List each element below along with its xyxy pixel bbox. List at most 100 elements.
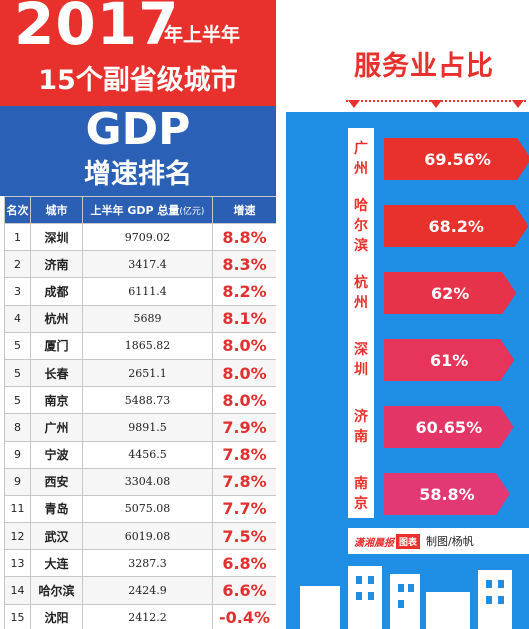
rank-cell: 1 <box>4 222 31 252</box>
rank-cell: 5 <box>4 358 31 388</box>
gdp-cell: 2412.2 <box>82 603 213 629</box>
table-row: 1 深圳 9709.02 8.8% <box>4 222 276 252</box>
city-cell: 沈阳 <box>30 603 83 629</box>
window <box>398 584 404 592</box>
gdp-cell: 5488.73 <box>82 386 213 415</box>
gdp-cell: 4456.5 <box>82 440 213 469</box>
rank-cell: 5 <box>4 331 31 360</box>
rank-cell: 13 <box>4 549 31 578</box>
triangle-marker <box>512 100 524 108</box>
rate-cell: 8.0% <box>212 331 276 360</box>
bar-city-label: 南京 <box>354 476 368 512</box>
table-row: 11 青岛 5075.08 7.7% <box>4 494 276 524</box>
city-cell: 大连 <box>30 549 83 578</box>
city-cell: 南京 <box>30 386 83 415</box>
city-cell: 济南 <box>30 250 83 279</box>
gdp-cell: 1865.82 <box>82 331 213 360</box>
credit: 制图/杨帆 <box>426 535 474 548</box>
bar: 68.2% <box>384 205 529 247</box>
bar: 62% <box>384 272 517 314</box>
rate-cell: 6.8% <box>212 549 276 578</box>
table-row: 9 宁波 4456.5 7.8% <box>4 440 276 469</box>
bar: 58.8% <box>384 473 510 515</box>
window <box>408 584 414 592</box>
table-body: 1 深圳 9709.02 8.8% 2 济南 3417.4 8.3% 3 成都 6111.4 8.2%… <box>4 222 276 629</box>
rank-cell: 15 <box>4 603 31 629</box>
window <box>368 592 374 600</box>
bar-label: 62% <box>430 283 470 303</box>
window <box>486 580 492 588</box>
rank-cell: 12 <box>4 522 31 551</box>
gdp-cell: 3287.3 <box>82 549 213 578</box>
rate-cell: 8.1% <box>212 304 276 333</box>
bar: 60.65% <box>384 406 514 448</box>
rank-cell: 9 <box>4 440 31 469</box>
header-gdp: 上半年 GDP 总量(亿元) <box>82 196 213 224</box>
rank-cell: 3 <box>4 277 31 306</box>
building <box>478 570 512 629</box>
rate-cell: 8.2% <box>212 277 276 306</box>
table-row: 5 南京 5488.73 8.0% <box>4 386 276 415</box>
header-city: 城市 <box>30 196 83 224</box>
city-cell: 宁波 <box>30 440 83 469</box>
city-cell: 广州 <box>30 413 83 442</box>
bar: 69.56% <box>384 138 529 180</box>
building <box>300 586 340 629</box>
gdp-cell: 3304.08 <box>82 467 213 496</box>
city-column <box>348 128 374 518</box>
building <box>390 574 420 629</box>
header-blue <box>0 106 276 196</box>
window <box>398 600 404 608</box>
bar-city-label: 杭州 <box>354 275 368 311</box>
header-rank: 名次 <box>4 196 31 224</box>
bar-city-label: 哈尔滨 <box>354 198 368 254</box>
right-header <box>286 0 529 112</box>
city-cell: 西安 <box>30 467 83 496</box>
window <box>368 576 374 584</box>
rate-cell: 7.9% <box>212 413 276 442</box>
rate-cell: 8.0% <box>212 358 276 388</box>
service-share-title: 服务业占比 <box>354 51 494 82</box>
service-share-panel: 服务业占比 69.56% 68.2% 62% 61% 60.65% 58.8% 潇湘晨报 … <box>286 0 529 629</box>
bar-label: 61% <box>429 350 469 370</box>
table-row: 3 成都 6111.4 8.2% <box>4 277 276 306</box>
bar-label: 69.56% <box>424 149 491 169</box>
header-red <box>0 0 276 106</box>
table-row: 14 哈尔滨 2424.9 6.6% <box>4 576 276 605</box>
rate-cell: 8.3% <box>212 250 276 279</box>
rank-cell: 8 <box>4 413 31 442</box>
rate-cell: 7.5% <box>212 522 276 551</box>
rate-cell: 6.6% <box>212 576 276 605</box>
rank-cell: 2 <box>4 250 31 279</box>
rate-cell: 8.0% <box>212 386 276 415</box>
rank-cell: 11 <box>4 494 31 524</box>
rank-cell: 14 <box>4 576 31 605</box>
gdp-table: 名次 城市 上半年 GDP 总量(亿元) 增速 1 深圳 9709.02 8.8% 2 济… <box>4 196 276 629</box>
table-row: 5 厦门 1865.82 8.0% <box>4 331 276 360</box>
window <box>498 580 504 588</box>
bar-label: 58.8% <box>419 484 475 504</box>
bar: 61% <box>384 339 515 381</box>
table-row: 15 沈阳 2412.2 -0.4% <box>4 603 276 629</box>
footer: 潇湘晨报 图表 制图/杨帆 <box>348 528 529 554</box>
header-rate: 增速 <box>212 196 276 224</box>
city-cell: 深圳 <box>30 222 83 252</box>
gdp-ranking-panel: 2017 年上半年 15个副省级城市 GDP 增速排名 名次 城市 上半年 GD… <box>0 0 276 629</box>
half-year-label: 年上半年 <box>164 24 241 46</box>
window <box>498 596 504 604</box>
city-cell: 哈尔滨 <box>30 576 83 605</box>
window <box>356 576 362 584</box>
bar-label: 60.65% <box>415 417 483 437</box>
table-row: 13 大连 3287.3 6.8% <box>4 549 276 578</box>
triangle-marker <box>430 100 442 108</box>
window <box>486 596 492 604</box>
table-row: 5 长春 2651.1 8.0% <box>4 358 276 388</box>
building <box>348 566 382 629</box>
city-cell: 长春 <box>30 358 83 388</box>
gdp-cell: 9891.5 <box>82 413 213 442</box>
triangle-marker <box>348 100 360 108</box>
bar-city-label: 济南 <box>354 409 368 445</box>
header-gdp-label: 上半年 GDP 总量 <box>90 204 180 217</box>
table-header-row: 名次 城市 上半年 GDP 总量(亿元) 增速 <box>4 196 276 224</box>
gdp-cell: 2651.1 <box>82 358 213 388</box>
